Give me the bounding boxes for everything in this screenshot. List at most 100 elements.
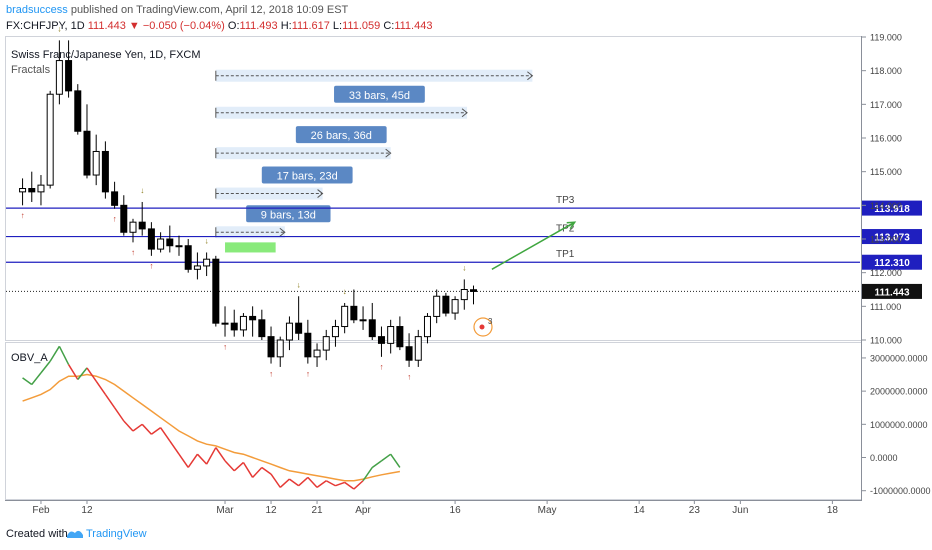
tp-price-tag-1	[862, 229, 922, 245]
author-link[interactable]: bradsuccess	[6, 4, 68, 16]
obv-segment	[159, 427, 171, 442]
fractal-up-icon: ↓	[57, 25, 61, 34]
trend-arrow[interactable]	[491, 221, 576, 270]
time-tick-label: Feb	[32, 505, 50, 516]
publish-header: bradsuccess published on TradingView.com…	[6, 4, 348, 16]
candle-body	[313, 349, 321, 358]
price-tick-label: 111.000	[870, 302, 901, 312]
range-label-bg-3	[261, 166, 353, 184]
obv-segment	[233, 461, 244, 472]
last-price-label: 111.443	[874, 287, 909, 298]
range-arrow-icon-2	[385, 148, 392, 158]
range-band-3	[215, 187, 323, 200]
obv-segment	[187, 453, 199, 468]
high-value: 111.617	[291, 20, 330, 32]
candle-body	[350, 305, 358, 321]
candle-body	[249, 315, 257, 321]
chart-area[interactable]: 33 bars, 45d 26 bars, 36d 17 bars, 23d 9 ba…	[0, 0, 932, 520]
symbol-label: FX:CHFJPY, 1D	[6, 20, 85, 32]
obv-tick-label: 2000000.0000	[870, 387, 928, 397]
time-tick-label: 14	[634, 505, 646, 516]
obv-segment	[49, 345, 61, 362]
last-price-tag	[862, 283, 922, 299]
range-arrow-icon-3	[317, 189, 324, 198]
obv-segment	[353, 480, 364, 490]
obv-tick-label: -1000000.0000	[870, 486, 931, 496]
candle-body	[37, 184, 45, 193]
tradingview-link[interactable]: TradingView	[86, 528, 147, 540]
time-tick-label: 12	[81, 505, 93, 516]
obv-segment	[86, 367, 97, 382]
candle-body	[19, 188, 27, 193]
candle-body	[433, 295, 441, 317]
last-value: 111.443	[87, 20, 126, 32]
alert-dot-icon	[479, 324, 485, 330]
candle-body	[203, 258, 211, 267]
obv-segment	[95, 380, 107, 395]
obv-segment	[298, 476, 309, 487]
high-label: H:	[280, 20, 292, 32]
obv-segment	[196, 453, 208, 465]
price-tick-label: 114.000	[870, 201, 902, 211]
candle-body	[184, 245, 192, 270]
candle-body	[331, 326, 339, 338]
candle-body	[469, 289, 477, 292]
fractal-down-icon: ↑	[223, 342, 227, 351]
price-tick-label: 117.000	[870, 100, 902, 110]
candle-body	[212, 258, 220, 324]
price-tick-label: 119.000	[870, 33, 902, 43]
range-label-bg-1	[334, 85, 425, 103]
time-tick-label: 21	[311, 505, 323, 516]
obv-segment	[169, 440, 180, 455]
range-band-0	[215, 69, 533, 82]
candle-body	[166, 238, 174, 247]
obv-segment	[150, 427, 162, 435]
candle-body	[65, 60, 73, 92]
range-arrow-icon-1	[461, 108, 468, 118]
fractal-down-icon: ↑	[131, 248, 135, 257]
tp-price-label-0: 113.918	[874, 204, 910, 215]
candle-body	[276, 339, 284, 358]
candle-body	[193, 265, 201, 270]
fractal-down-icon: ↑	[407, 373, 411, 382]
candle-body	[423, 315, 431, 338]
obv-segment	[58, 345, 70, 365]
fractal-down-icon: ↑	[306, 369, 310, 378]
candle-body	[92, 150, 100, 176]
main-pane-border	[5, 36, 862, 341]
trend-arrowhead-icon	[566, 221, 577, 230]
range-arrow-icon-0	[527, 71, 534, 81]
candle-body	[175, 245, 183, 248]
range-label-3: 17 bars, 23d	[277, 171, 338, 183]
tp-price-label-1: 113.073	[874, 233, 910, 244]
support-zone	[225, 242, 276, 253]
fractal-down-icon: ↑	[379, 363, 383, 372]
candle-body	[405, 346, 413, 361]
time-tick-label: 18	[827, 505, 839, 516]
time-tick-label: May	[538, 505, 557, 516]
range-arrow-icon-4	[279, 227, 286, 237]
obv-segment	[362, 467, 373, 482]
candle-body	[368, 319, 376, 338]
created-with-label: Created with	[6, 528, 68, 540]
close-label: C:	[383, 20, 395, 32]
candle-body	[387, 326, 395, 344]
candle-body	[451, 299, 459, 314]
fractal-up-icon: ↓	[343, 287, 347, 296]
down-triangle-icon: ▼	[128, 20, 140, 32]
candle-body	[304, 332, 312, 358]
candle-body	[138, 221, 146, 230]
time-tick-label: Jun	[732, 505, 748, 516]
obv-segment	[242, 462, 254, 478]
candle-body	[258, 319, 266, 338]
alert-clock-icon[interactable]	[473, 317, 493, 337]
tp-label-2: TP1	[556, 249, 575, 260]
obv-segment	[252, 466, 263, 478]
candle-body	[460, 289, 468, 301]
obv-segment	[31, 372, 42, 385]
obv-segment	[316, 480, 327, 488]
obv-segment	[40, 360, 51, 374]
obv-tick-label: 0.0000	[870, 453, 898, 463]
obv-tick-label: 3000000.0000	[870, 353, 928, 363]
candle-body	[377, 336, 385, 344]
